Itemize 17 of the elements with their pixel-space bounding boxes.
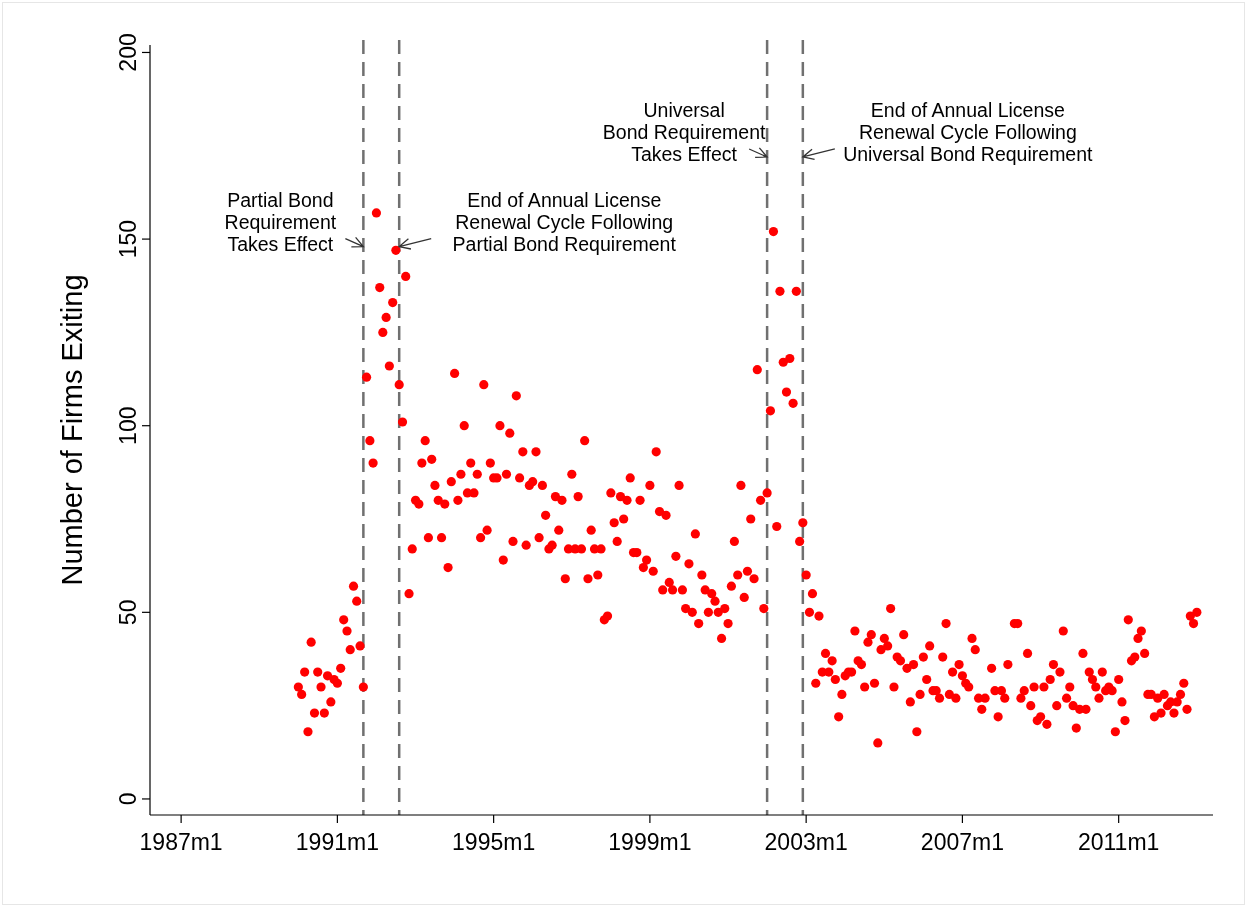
y-tick-label: 50 [115, 599, 141, 626]
y-tick-label: 100 [115, 406, 141, 445]
x-tick-label: 1995m1 [452, 829, 536, 855]
x-tick-label: 2011m1 [1077, 829, 1160, 855]
x-tick-label: 2007m1 [920, 829, 1004, 855]
annotation: End of Annual License Renewal Cycle Following Universal Bond Requirement [843, 98, 1094, 165]
y-axis-title: Number of Firms Exiting [56, 274, 88, 586]
annotation: Universal Bond Requirement Takes Effect [602, 98, 766, 165]
y-tick-label: 0 [115, 792, 141, 806]
y-tick-label: 200 [115, 33, 141, 72]
y-tick-label: 150 [115, 219, 141, 259]
x-tick-label: 1987m1 [139, 829, 223, 855]
x-tick-label: 1991m1 [295, 829, 379, 855]
x-tick-label: 1999m1 [608, 829, 692, 855]
x-tick-label: 2003m1 [764, 829, 848, 855]
annotation: End of Annual License Renewal Cycle Following Partial Bond Requirement [452, 188, 677, 255]
annotation: Partial Bond Requirement Takes Effect [224, 188, 337, 255]
